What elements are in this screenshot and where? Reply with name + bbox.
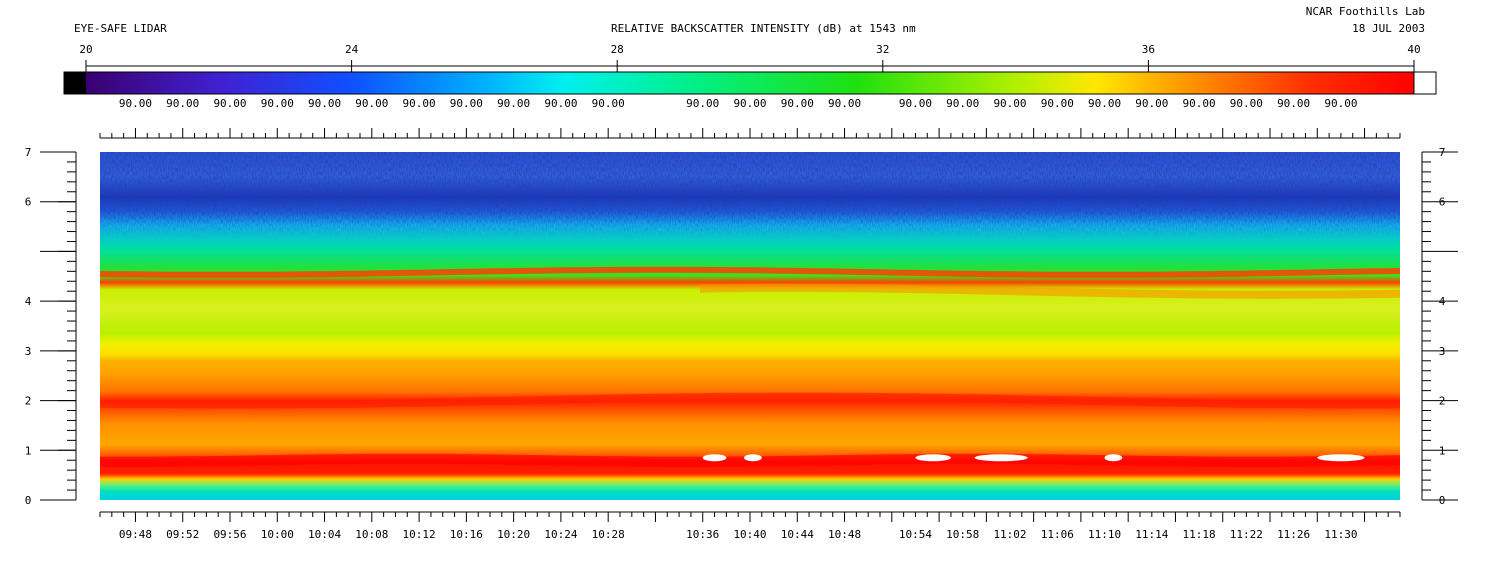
top-time-axis (99, 128, 1401, 139)
scan-angle-label: 90.00 (781, 97, 814, 110)
site-label: NCAR Foothills Lab (1305, 5, 1425, 18)
saturated-patch (915, 454, 951, 462)
chart-title: RELATIVE BACKSCATTER INTENSITY (dB) at 1… (611, 22, 916, 35)
colorbar-high-swatch (1413, 71, 1437, 95)
time-tick-label: 10:54 (899, 528, 932, 541)
time-tick-label: 10:40 (733, 528, 766, 541)
time-tick-label: 11:22 (1230, 528, 1263, 541)
scan-angle-label: 90.00 (1277, 97, 1310, 110)
time-tick-label: 09:52 (166, 528, 199, 541)
height-tick-label-right: 6 (1439, 196, 1446, 209)
height-tick-label-left: 0 (25, 494, 32, 507)
time-tick-label: 11:18 (1183, 528, 1216, 541)
scan-angle-label: 90.00 (946, 97, 979, 110)
height-tick-label-right: 0 (1439, 494, 1446, 507)
saturated-returns (702, 454, 1365, 462)
scan-angle-label: 90.00 (308, 97, 341, 110)
time-tick-label: 10:44 (781, 528, 814, 541)
right-height-axis: 0 1 2 3 4 6 7 (1421, 146, 1458, 507)
colorbar-tick-label: 24 (345, 43, 359, 56)
time-tick-label: 09:56 (213, 528, 246, 541)
colorbar: 20 24 28 32 36 40 90.00 90.00 90.00 90.00 90.00 90… (63, 43, 1437, 110)
scan-angle-label: 90.00 (497, 97, 530, 110)
height-tick-label-left: 2 (25, 395, 32, 408)
left-height-axis: 0 1 2 3 4 6 7 (25, 146, 77, 507)
heatmap-noise (100, 152, 1400, 500)
scan-angle-label: 90.00 (213, 97, 246, 110)
bottom-time-axis: 09:48 09:52 09:56 10:00 10:04 10:08 10:12 10:16… (99, 511, 1401, 541)
backscatter-heatmap (99, 152, 1401, 500)
height-tick-label-left: 3 (25, 345, 32, 358)
scan-angle-label: 90.00 (828, 97, 861, 110)
scan-angle-label: 90.00 (733, 97, 766, 110)
time-tick-label: 10:58 (946, 528, 979, 541)
time-tick-label: 10:00 (261, 528, 294, 541)
colorbar-low-swatch (64, 72, 86, 94)
height-tick-label-right: 1 (1439, 444, 1446, 457)
scan-angle-label: 90.00 (1230, 97, 1263, 110)
scan-angle-label: 90.00 (1088, 97, 1121, 110)
colorbar-tick-label: 20 (79, 43, 92, 56)
scan-angle-label: 90.00 (261, 97, 294, 110)
height-tick-label-left: 7 (25, 146, 32, 159)
scan-angle-label: 90.00 (1324, 97, 1357, 110)
saturated-patch (1317, 454, 1365, 462)
height-tick-label-right: 4 (1439, 295, 1446, 308)
colorbar-tick-label: 36 (1142, 43, 1155, 56)
saturated-patch (1104, 454, 1123, 462)
time-tick-label: 11:10 (1088, 528, 1121, 541)
date-label: 18 JUL 2003 (1352, 22, 1425, 35)
time-tick-label: 10:24 (544, 528, 577, 541)
time-tick-label: 10:08 (355, 528, 388, 541)
scan-angle-label: 90.00 (686, 97, 719, 110)
saturated-patch (974, 454, 1028, 462)
time-tick-label: 10:20 (497, 528, 530, 541)
time-tick-label: 11:26 (1277, 528, 1310, 541)
time-tick-label: 11:02 (993, 528, 1026, 541)
colorbar-tick-label: 28 (611, 43, 624, 56)
scan-angle-label: 90.00 (355, 97, 388, 110)
time-tick-label: 10:16 (450, 528, 483, 541)
scan-angle-label: 90.00 (592, 97, 625, 110)
time-tick-label: 10:28 (592, 528, 625, 541)
scan-angle-label: 90.00 (544, 97, 577, 110)
scan-angle-label: 90.00 (899, 97, 932, 110)
scan-angle-label: 90.00 (1041, 97, 1074, 110)
time-tick-label: 11:06 (1041, 528, 1074, 541)
height-tick-label-right: 3 (1439, 345, 1446, 358)
height-tick-label-right: 2 (1439, 395, 1446, 408)
time-tick-label: 10:12 (403, 528, 436, 541)
height-tick-label-left: 6 (25, 196, 32, 209)
height-tick-label-right: 7 (1439, 146, 1446, 159)
time-tick-label: 11:14 (1135, 528, 1168, 541)
saturated-patch (744, 454, 762, 462)
scan-angle-label: 90.00 (166, 97, 199, 110)
time-tick-label: 11:30 (1324, 528, 1357, 541)
colorbar-tick-label: 32 (876, 43, 889, 56)
height-tick-label-left: 4 (25, 295, 32, 308)
scan-angle-label: 90.00 (993, 97, 1026, 110)
scan-angle-label: 90.00 (403, 97, 436, 110)
scan-angle-label: 90.00 (1135, 97, 1168, 110)
colorbar-tick-label: 40 (1407, 43, 1420, 56)
height-tick-label-left: 1 (25, 444, 32, 457)
colorbar-gradient (86, 72, 1414, 94)
time-tick-label: 10:04 (308, 528, 341, 541)
instrument-label: EYE-SAFE LIDAR (74, 22, 167, 35)
saturated-patch (702, 454, 727, 462)
time-tick-label: 10:48 (828, 528, 861, 541)
time-tick-label: 10:36 (686, 528, 719, 541)
scan-angle-label: 90.00 (1183, 97, 1216, 110)
time-tick-label: 09:48 (119, 528, 152, 541)
scan-angle-label: 90.00 (450, 97, 483, 110)
scan-angle-label: 90.00 (119, 97, 152, 110)
